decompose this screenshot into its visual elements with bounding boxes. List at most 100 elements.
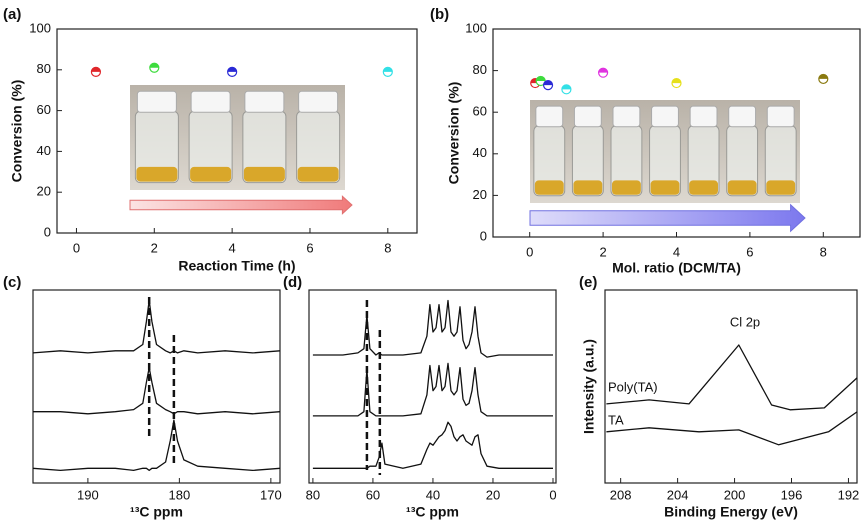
point [542, 80, 554, 91]
y-tick-label: 20 [37, 184, 51, 199]
y-tick-label: 0 [44, 224, 51, 239]
vial-liquid [727, 180, 757, 195]
point-half [91, 67, 101, 72]
point [671, 77, 682, 89]
point-half [536, 76, 546, 81]
vial-cap [728, 105, 757, 128]
x-tick-label: 170 [260, 487, 282, 502]
vial-cap [651, 105, 679, 128]
y-axis-label: Conversion (%) [9, 80, 25, 183]
panel-label: (a) [3, 6, 21, 23]
point [90, 66, 102, 77]
plot-frame [604, 289, 858, 484]
vial-cap [689, 105, 718, 128]
x-tick-label: 4 [673, 244, 680, 259]
x-axis-label: Binding Energy (eV) [664, 504, 798, 520]
vial-liquid [136, 166, 178, 182]
spectrum-line [312, 299, 553, 358]
spectrum-line [606, 411, 858, 446]
x-tick-label: 6 [746, 244, 753, 259]
y-tick-label: 20 [473, 187, 487, 202]
spectrum-line [312, 421, 553, 469]
plot-frame [56, 28, 418, 234]
series-label: TA [608, 412, 624, 427]
x-tick-label: 0 [549, 487, 556, 502]
vial-cap [766, 105, 795, 128]
arrow [129, 195, 353, 215]
y-tick-label: 0 [480, 228, 487, 243]
point-half [149, 63, 159, 68]
spectrum-line [312, 362, 553, 417]
x-tick-label: 60 [366, 487, 380, 502]
point-half [561, 84, 571, 90]
y-tick-label: 40 [473, 145, 487, 160]
y-tick-label: 100 [29, 20, 51, 35]
x-tick-label: 8 [820, 244, 827, 259]
x-tick-label: 190 [77, 487, 99, 502]
x-tick-label: 180 [169, 487, 191, 502]
series-label: Poly(TA) [608, 379, 658, 394]
x-tick-label: 4 [229, 240, 236, 255]
panel-label: (d) [283, 274, 302, 291]
y-tick-label: 100 [465, 20, 487, 35]
panel-label: (e) [579, 274, 597, 291]
point [149, 62, 160, 73]
y-tick-label: 60 [473, 104, 487, 119]
vial-liquid [573, 180, 603, 195]
x-axis-label: Reaction Time (h) [178, 258, 295, 274]
point-half [543, 80, 553, 86]
point [227, 66, 238, 77]
point [818, 73, 829, 85]
point [561, 84, 572, 95]
point [382, 66, 393, 77]
x-axis-label: ¹³C ppm [130, 504, 183, 520]
x-tick-label: 204 [667, 487, 689, 502]
plot-frame [32, 289, 281, 484]
point-half [227, 67, 237, 72]
vial-liquid [650, 180, 680, 195]
y-tick-label: 80 [473, 62, 487, 77]
panel-label: (c) [3, 274, 21, 291]
annotation: Cl 2p [730, 314, 760, 329]
x-tick-label: 20 [486, 487, 500, 502]
x-tick-label: 80 [306, 487, 320, 502]
vial-cap [298, 90, 339, 113]
x-tick-label: 200 [724, 487, 746, 502]
y-axis-label: Intensity (a.u.) [581, 339, 597, 434]
vial-liquid [766, 180, 796, 195]
y-tick-label: 60 [37, 102, 51, 117]
y-tick-label: 80 [37, 61, 51, 76]
vial-cap [573, 105, 602, 128]
vial-liquid [297, 166, 339, 182]
spectrum-line [606, 344, 858, 411]
point [535, 75, 546, 87]
vial-liquid [190, 166, 232, 182]
x-tick-label: 192 [838, 487, 860, 502]
x-tick-label: 0 [73, 240, 80, 255]
y-axis-label: Conversion (%) [446, 82, 462, 185]
vial-cap [190, 90, 231, 113]
x-tick-label: 2 [599, 244, 606, 259]
spectrum-line [32, 419, 281, 472]
point-half [672, 78, 681, 84]
vial-cap [244, 90, 285, 113]
vial-cap [136, 90, 177, 113]
spectrum-line [32, 299, 281, 354]
vial-cap [535, 105, 564, 128]
x-axis-label: ¹³C ppm [406, 504, 459, 520]
x-tick-label: 6 [306, 240, 313, 255]
y-tick-label: 40 [37, 143, 51, 158]
vial-liquid [689, 180, 718, 195]
x-axis-label: Mol. ratio (DCM/TA) [612, 260, 741, 276]
point-half [598, 68, 608, 73]
point-half [383, 67, 393, 72]
x-tick-label: 196 [781, 487, 803, 502]
arrow [529, 203, 806, 233]
vial-liquid [243, 166, 285, 182]
x-tick-label: 8 [384, 240, 391, 255]
x-tick-label: 208 [610, 487, 632, 502]
x-tick-label: 0 [526, 244, 533, 259]
point-half [818, 74, 828, 79]
x-tick-label: 40 [426, 487, 440, 502]
